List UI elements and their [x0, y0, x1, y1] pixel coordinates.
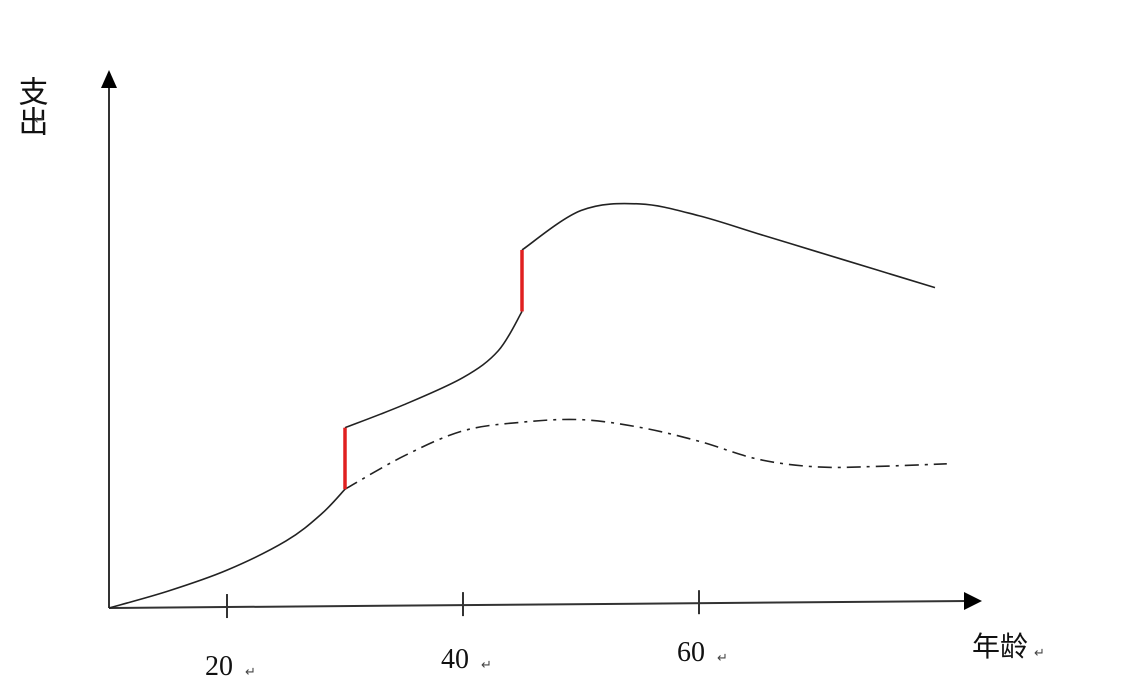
x-axis	[108, 600, 969, 609]
series-line-solid	[344, 311, 523, 429]
x-tick-label-mark: ↵	[481, 658, 492, 673]
x-axis-arrow	[964, 592, 982, 610]
series-line-solid	[108, 488, 346, 609]
x-tick-label-mark: ↵	[717, 651, 728, 666]
y-axis-label-mark: ↵	[34, 113, 45, 128]
x-tick-label: 60	[677, 637, 705, 668]
series-line-dashdot	[344, 418, 947, 490]
x-axis-label-mark: ↵	[1034, 646, 1045, 661]
series-group	[108, 202, 947, 609]
x-ticks: 20 ↵ 40 ↵ 60 ↵	[205, 590, 728, 682]
y-axis-arrow	[101, 70, 117, 88]
jump-markers	[343, 249, 524, 490]
series-line-solid	[521, 202, 936, 289]
x-tick-label-mark: ↵	[245, 665, 256, 680]
x-tick-label: 40	[441, 644, 469, 675]
y-axis-label: 支出	[13, 76, 48, 136]
x-axis-label: 年龄	[972, 630, 1028, 663]
x-tick-label: 20	[205, 651, 233, 682]
